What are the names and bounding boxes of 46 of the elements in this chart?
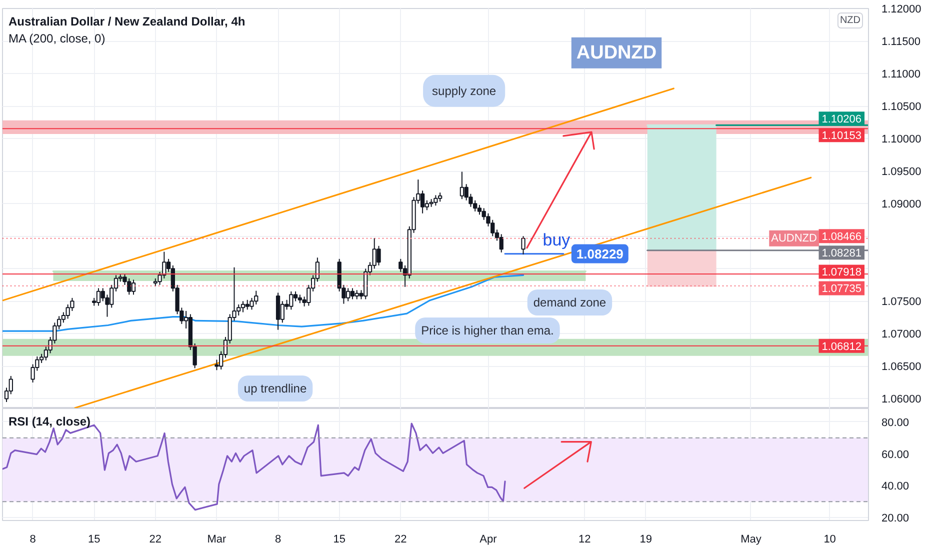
y-tick-label: 1.09000 [882, 198, 922, 211]
annotation: Price is higher than ema. [421, 324, 554, 338]
y-tick-label: 1.09500 [882, 166, 922, 178]
annotation: demand zone [533, 296, 606, 310]
annotation: up trendline [244, 382, 307, 396]
text: RSI (14, close) [8, 414, 91, 428]
ref-line-label: 1.08466 [822, 231, 862, 244]
x-tick-label: 12 [578, 534, 591, 546]
x-tick-label: 22 [149, 534, 162, 546]
data-label: 1.08281 [822, 248, 862, 260]
y-tick-label: 20.00 [882, 512, 910, 525]
x-tick-label: 19 [640, 534, 652, 546]
annotation: supply zone [432, 84, 496, 98]
data-label: 1.10206 [822, 114, 862, 126]
x-tick-label: Mar [207, 534, 227, 546]
x-tick-label: 15 [88, 534, 100, 546]
x-tick-label: 8 [30, 534, 36, 546]
ref-line-label: 1.07918 [822, 266, 862, 279]
annotation: AUDNZD [576, 42, 657, 64]
y-tick-label: 1.07000 [882, 328, 922, 341]
y-tick-label: 80.00 [882, 416, 910, 429]
y-tick-label: 1.06500 [882, 361, 922, 374]
x-tick-label: 15 [333, 534, 346, 546]
y-tick-label: 1.07500 [882, 296, 922, 308]
text: Australian Dollar / New Zealand Dollar, 4h [8, 14, 246, 28]
y-tick-label: 1.10000 [882, 134, 922, 146]
data-label: 1.08229 [576, 246, 624, 262]
text: MA (200, close, 0) [8, 32, 106, 46]
x-tick-label: 22 [394, 534, 407, 546]
y-tick-label: 1.11000 [882, 68, 920, 81]
y-tick-label: 1.11500 [882, 36, 920, 48]
x-tick-label: Apr [480, 534, 498, 546]
x-tick-label: May [740, 534, 762, 546]
y-tick-label: 1.10500 [882, 101, 922, 114]
x-tick-label: 8 [274, 534, 282, 546]
x-tick-label: 10 [824, 534, 836, 546]
ref-line-label: 1.06812 [822, 340, 862, 353]
annotation: buy [542, 230, 571, 250]
ref-line-label: 1.10153 [822, 130, 862, 142]
y-tick-label: 1.12000 [882, 4, 922, 16]
y-axis-title: NZD [840, 15, 861, 26]
ref-line-label: 1.07735 [822, 283, 862, 296]
annotation: AUDNZD [771, 232, 818, 244]
y-tick-label: 60.00 [882, 448, 910, 461]
y-tick-label: 1.06000 [882, 394, 922, 406]
y-tick-label: 40.00 [882, 480, 910, 493]
